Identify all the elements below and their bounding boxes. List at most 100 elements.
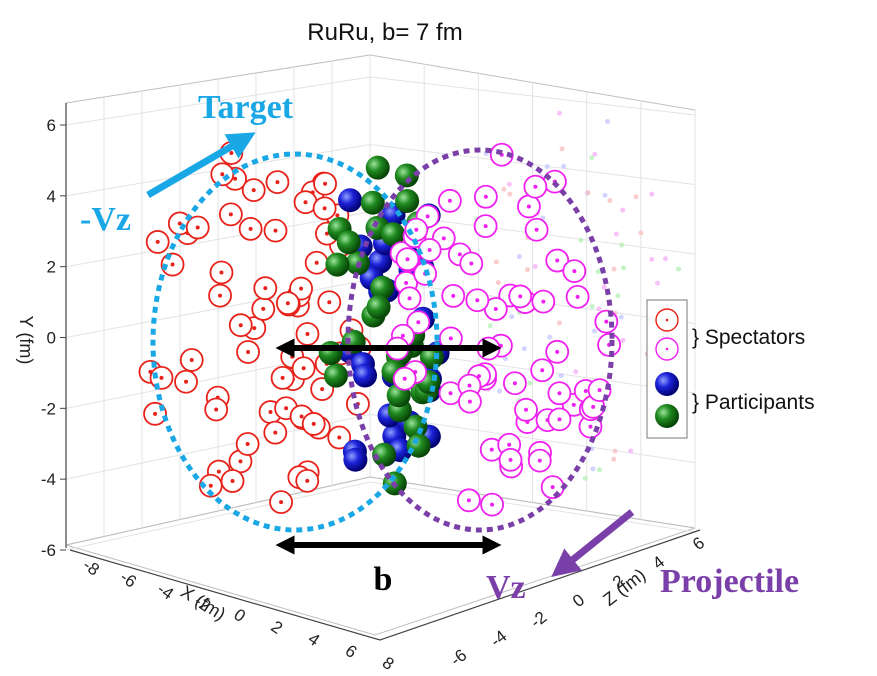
faint-point	[560, 146, 565, 151]
projectile-spectator	[458, 489, 480, 511]
legend-participant-blue-marker	[655, 372, 679, 396]
faint-point	[527, 381, 532, 386]
projectile-spectator	[460, 253, 482, 275]
faint-point	[586, 190, 591, 195]
impact-parameter-label: b	[374, 561, 393, 598]
projectile-spectator	[466, 289, 488, 311]
y-tick-label: 2	[47, 258, 56, 277]
target-spectator	[211, 163, 233, 185]
target-spectator	[237, 341, 259, 363]
legend-spectators-label: } Spectators	[692, 326, 805, 349]
faint-point	[620, 338, 625, 343]
projectile-spectator	[529, 450, 551, 472]
faint-point	[638, 230, 643, 235]
projectile-spectator	[598, 334, 620, 356]
projectile-spectator	[595, 311, 617, 333]
target-spectator	[220, 203, 242, 225]
floor	[66, 477, 695, 635]
faint-point	[649, 192, 654, 197]
faint-point	[605, 119, 610, 124]
faint-point	[573, 369, 578, 374]
target-spectator	[254, 277, 276, 299]
legend-participant-green-marker	[655, 404, 679, 428]
target-spectator	[210, 262, 232, 284]
faint-point	[612, 267, 617, 272]
projectile-spectator	[399, 287, 421, 309]
target-spectator	[314, 197, 336, 219]
target-spectator	[147, 231, 169, 253]
faint-point	[597, 467, 602, 472]
target-spectator	[230, 314, 252, 336]
projectile-spectator	[509, 285, 531, 307]
z-tick-label: 6	[689, 533, 708, 554]
faint-point	[614, 232, 619, 237]
y-axis-label: Y (fm)	[16, 316, 36, 365]
target-spectator	[306, 252, 328, 274]
projectile-spectator	[442, 285, 464, 307]
target-spectator	[175, 371, 197, 393]
x-tick-label: 4	[305, 629, 324, 650]
faint-point	[545, 164, 550, 169]
y-tick-labels: -6 -4 -2 0 2 4 6	[41, 116, 66, 560]
faint-point	[509, 314, 514, 319]
faint-point	[607, 198, 612, 203]
faint-point	[501, 187, 506, 192]
projectile-spectator	[532, 291, 554, 313]
faint-point	[507, 192, 512, 197]
faint-point	[497, 389, 502, 394]
z-axis-label: Z (fm)	[599, 565, 649, 610]
participant-green	[407, 434, 431, 458]
faint-point	[592, 328, 597, 333]
target-spectator	[209, 285, 231, 307]
faint-point	[634, 194, 639, 199]
participant-blue	[353, 364, 377, 388]
target-spectator	[272, 367, 294, 389]
target-label: Target	[198, 89, 294, 126]
participant-green	[395, 189, 419, 213]
faint-point	[559, 373, 564, 378]
x-tick-label: 2	[267, 617, 286, 638]
x-tick-label: -4	[154, 579, 177, 603]
faint-point	[615, 293, 620, 298]
faint-point	[578, 238, 583, 243]
y-tick-label: -2	[41, 399, 56, 418]
z-tick-label: -6	[447, 646, 471, 670]
participant-green	[337, 230, 361, 254]
faint-point	[590, 466, 595, 471]
faint-point	[611, 457, 616, 462]
projectile-spectator	[518, 195, 540, 217]
target-spectator	[243, 179, 265, 201]
target-spectator	[270, 491, 292, 513]
faint-point	[596, 269, 601, 274]
legend-participants-label: } Participants	[692, 391, 815, 414]
faint-point	[676, 267, 681, 272]
target-spectator	[318, 291, 340, 313]
y-tick-label: 4	[47, 187, 56, 206]
projectile-velocity-label: Vz	[486, 569, 526, 606]
target-spectator	[264, 220, 286, 242]
projectile-spectator	[396, 248, 418, 270]
target-spectator	[181, 349, 203, 371]
target-spectator	[222, 470, 244, 492]
target-spectator	[314, 173, 336, 195]
z-tick-label: -2	[527, 608, 551, 632]
projectile-spectator	[526, 219, 548, 241]
participant-green	[366, 156, 390, 180]
target-spectator	[205, 398, 227, 420]
y-tick-label: -4	[41, 470, 56, 489]
y-tick-label: -6	[41, 541, 56, 560]
projectile-spectator	[542, 476, 564, 498]
target-spectator	[293, 357, 315, 379]
target-spectator	[296, 323, 318, 345]
projectile-spectator	[548, 408, 570, 430]
faint-point	[655, 281, 660, 286]
faint-point	[603, 193, 608, 198]
target-spectator	[252, 298, 274, 320]
faint-point	[488, 323, 493, 328]
faint-point	[547, 335, 552, 340]
x-axis-line	[70, 550, 380, 640]
faint-point	[619, 315, 624, 320]
participant-blue	[343, 448, 367, 472]
projectile-spectator	[567, 286, 589, 308]
x-tick-label: 0	[230, 605, 249, 626]
